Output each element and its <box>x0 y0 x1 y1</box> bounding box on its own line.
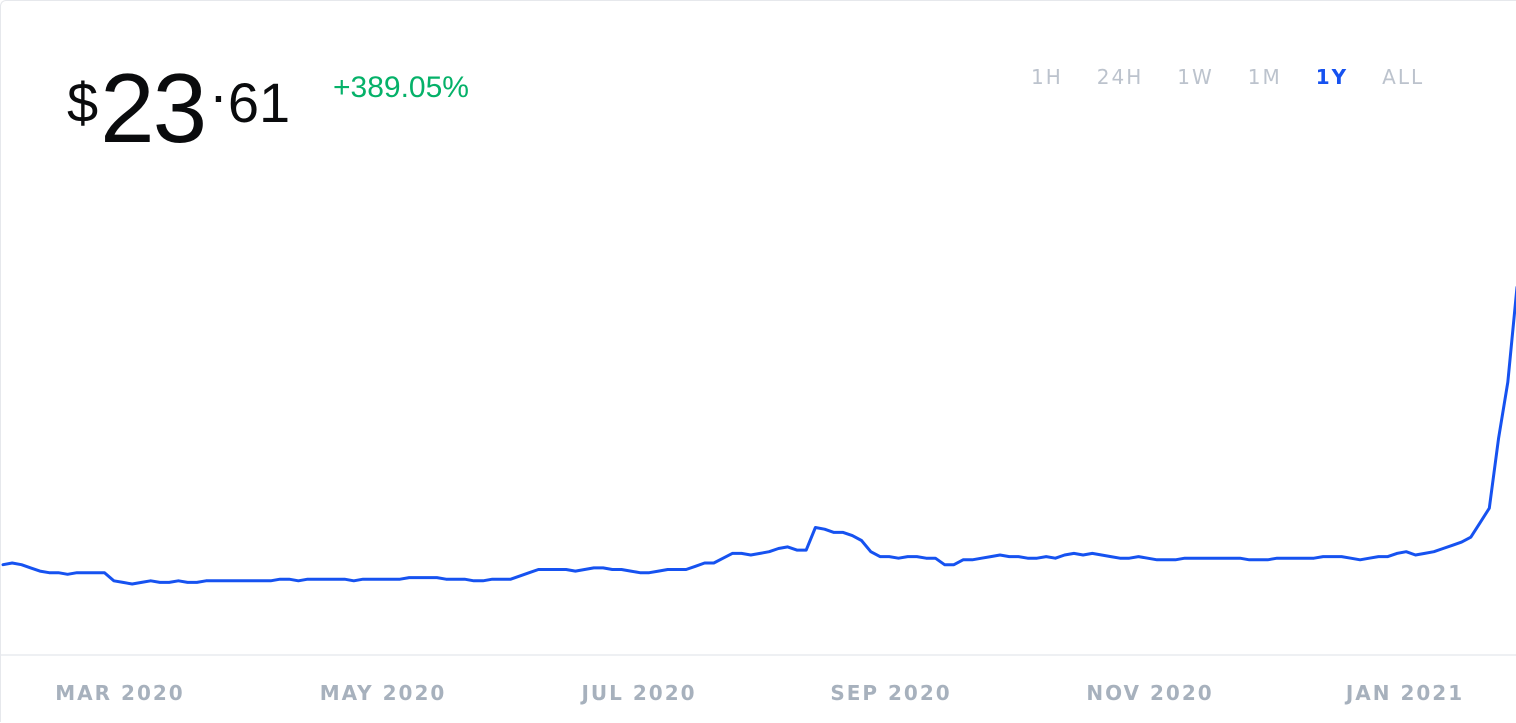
range-tab-24h[interactable]: 24H <box>1096 65 1144 89</box>
x-tick-label: NOV 2020 <box>1086 681 1213 705</box>
price-currency-symbol: $ <box>67 71 99 134</box>
price-decimal-point: · <box>209 63 228 126</box>
range-tab-all[interactable]: ALL <box>1382 65 1425 89</box>
range-tab-1m[interactable]: 1M <box>1247 65 1282 89</box>
current-price: $ 23 · 61 <box>67 59 290 157</box>
price-integer: 23 <box>100 53 207 163</box>
x-tick-label: MAR 2020 <box>55 681 184 705</box>
price-change-percent: +389.05% <box>333 71 469 104</box>
x-tick-label: JAN 2021 <box>1344 681 1464 705</box>
range-tab-1h[interactable]: 1H <box>1031 65 1063 89</box>
price-decimal: 61 <box>227 71 291 134</box>
range-tab-1y[interactable]: 1Y <box>1315 65 1349 89</box>
x-tick-label: JUL 2020 <box>579 681 696 705</box>
x-tick-label: MAY 2020 <box>320 681 447 705</box>
x-tick-label: SEP 2020 <box>830 681 951 705</box>
price-line-series <box>1 286 1516 586</box>
range-tab-1w[interactable]: 1W <box>1177 65 1214 89</box>
time-range-selector: 1H 24H 1W 1M 1Y ALL <box>1031 65 1458 89</box>
